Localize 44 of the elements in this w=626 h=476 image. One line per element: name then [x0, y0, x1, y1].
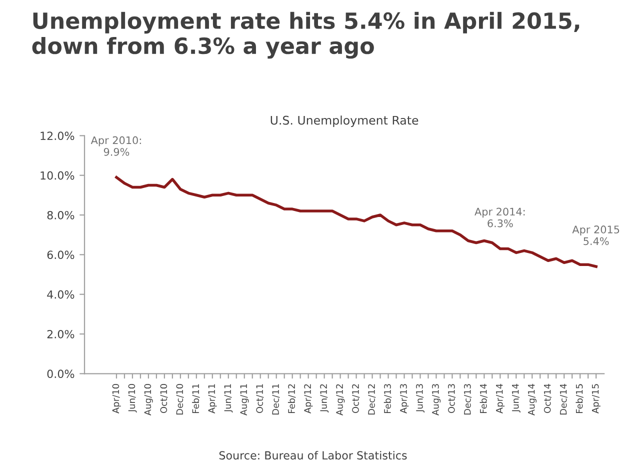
x-tick-label: Dec/14	[560, 384, 568, 414]
x-tick-label: Oct/10	[160, 384, 168, 414]
y-tick-label: 10.0%	[40, 171, 74, 180]
x-tick-label: Aug/11	[240, 384, 249, 416]
x-tick-label: Aug/13	[432, 384, 441, 416]
x-tick-label: Oct/14	[544, 384, 552, 414]
annotation: Apr 2014: 6.3%	[474, 208, 525, 228]
x-tick-label: Apr/13	[400, 384, 409, 414]
y-tick-label: 0.0%	[47, 370, 74, 378]
source-note: Source: Bureau of Labor Statistics	[219, 450, 407, 460]
y-tick-label: 8.0%	[47, 210, 74, 220]
y-tick-label: 2.0%	[47, 330, 74, 338]
chart-title: Unemployment rate hits 5.4% in April 2015, down from 6.3% a year ago	[32, 12, 580, 59]
x-tick-label: Apr/11	[208, 384, 217, 414]
x-tick-label: Aug/12	[336, 384, 345, 416]
x-tick-label: Apr/10	[112, 384, 121, 414]
x-tick-label: Feb/15	[576, 384, 584, 414]
x-tick-label: Feb/11	[192, 384, 200, 414]
x-tick-label: Dec/13	[464, 384, 472, 414]
x-tick-label: Jun/13	[416, 384, 425, 412]
x-tick-label: Jun/12	[320, 384, 329, 412]
x-tick-label: Oct/12	[352, 384, 360, 414]
annotation: Apr 2010: 9.9%	[90, 136, 141, 156]
annotation: Apr 2015 5.4%	[572, 226, 620, 246]
x-tick-label: Dec/10	[176, 384, 184, 414]
x-tick-label: Jun/11	[224, 384, 233, 412]
x-tick-label: Jun/10	[128, 384, 137, 412]
x-tick-label: Aug/10	[144, 384, 153, 416]
x-tick-label: Oct/11	[256, 384, 264, 414]
x-tick-label: Apr/15	[592, 384, 600, 414]
x-tick-label: Dec/12	[368, 384, 376, 414]
chart-subtitle: U.S. Unemployment Rate	[270, 116, 418, 128]
x-tick-label: Feb/14	[480, 384, 488, 414]
x-tick-label: Feb/12	[288, 384, 296, 414]
x-tick-label: Feb/13	[384, 384, 392, 414]
x-tick-label: Oct/13	[448, 384, 456, 414]
x-tick-label: Apr/14	[496, 384, 505, 414]
x-tick-label: Aug/14	[528, 384, 537, 416]
y-tick-label: 6.0%	[47, 250, 74, 260]
y-tick-label: 12.0%	[40, 132, 74, 140]
x-tick-label: Jun/14	[512, 384, 520, 412]
x-tick-label: Dec/11	[272, 384, 280, 414]
x-tick-label: Apr/12	[304, 384, 313, 414]
y-tick-label: 4.0%	[47, 290, 74, 299]
